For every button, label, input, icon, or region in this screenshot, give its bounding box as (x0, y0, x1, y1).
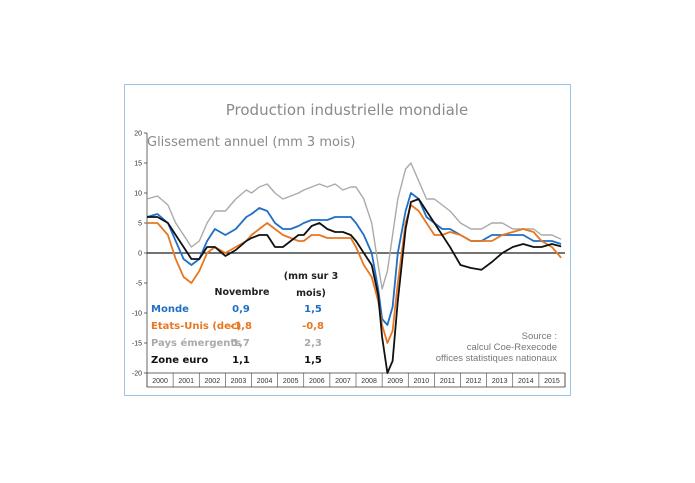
chart-svg: Production industrielle mondiale Glissem… (132, 101, 566, 388)
x-tick-label: 2008 (361, 378, 377, 385)
x-tick-label: 2014 (518, 378, 534, 385)
x-tick-label: 2012 (466, 378, 482, 385)
y-tick-label: -20 (132, 371, 142, 378)
x-tick-label: 2005 (283, 378, 299, 385)
y-tick-label: 10 (134, 191, 142, 198)
x-tick-label: 2001 (178, 378, 194, 385)
source-line: offices statistiques nationaux (436, 353, 558, 364)
y-tick-label: 15 (134, 161, 142, 168)
x-tick-label: 2013 (492, 378, 508, 385)
table-header-mm3-line2: mois) (296, 288, 326, 299)
table-row-label: Etats-Unis (dec) (151, 321, 241, 332)
chart-subtitle: Glissement annuel (mm 3 mois) (147, 135, 355, 150)
x-tick-label: 2011 (440, 378, 455, 385)
table-row-mm3: 1,5 (304, 304, 322, 315)
table-row-november: 1,7 (232, 338, 250, 349)
x-tick-label: 2010 (414, 378, 430, 385)
x-tick-label: 2015 (544, 378, 560, 385)
x-tick-label: 2004 (257, 378, 273, 385)
table-row-mm3: 2,3 (304, 338, 322, 349)
series-line-zone-euro (147, 198, 562, 374)
x-tick-label: 2000 (152, 378, 168, 385)
y-tick-label: 5 (138, 221, 142, 228)
source-line: calcul Coe-Rexecode (467, 342, 557, 353)
y-tick-label: -15 (132, 341, 142, 348)
value-table: Novembre (mm sur 3 mois) Monde 0,9 1,5 Etats-U… (151, 271, 338, 366)
x-tick-label: 2009 (387, 378, 403, 385)
table-row-label: Monde (151, 304, 189, 315)
chart-frame: Production industrielle mondiale Glissem… (124, 84, 571, 396)
chart-title: Production industrielle mondiale (226, 101, 468, 119)
table-row-november: -1,8 (230, 321, 252, 332)
y-tick-label: 20 (134, 131, 142, 138)
table-row-mm3: -0,8 (302, 321, 324, 332)
y-tick-label: -5 (136, 281, 142, 288)
table-row-mm3: 1,5 (304, 355, 322, 366)
table-row-label: Zone euro (151, 355, 208, 366)
y-tick-label: -10 (132, 311, 142, 318)
series-lines (146, 162, 562, 374)
x-tick-label: 2003 (231, 378, 247, 385)
series-line-monde (146, 192, 562, 326)
table-row-label: Pays émergents (151, 337, 241, 349)
series-line-pays-mergents (146, 162, 562, 290)
table-header-mm3-line1: (mm sur 3 (284, 271, 338, 282)
source-line: Source : (522, 331, 557, 342)
table-header-november: Novembre (215, 287, 270, 298)
table-row-november: 1,1 (232, 355, 250, 366)
x-tick-label: 2002 (205, 378, 221, 385)
series-line-etats-unis-dec- (147, 204, 562, 344)
table-row-november: 0,9 (232, 304, 250, 315)
y-tick-label: 0 (138, 251, 142, 258)
x-tick-label: 2007 (335, 378, 351, 385)
x-tick-label: 2006 (309, 378, 325, 385)
